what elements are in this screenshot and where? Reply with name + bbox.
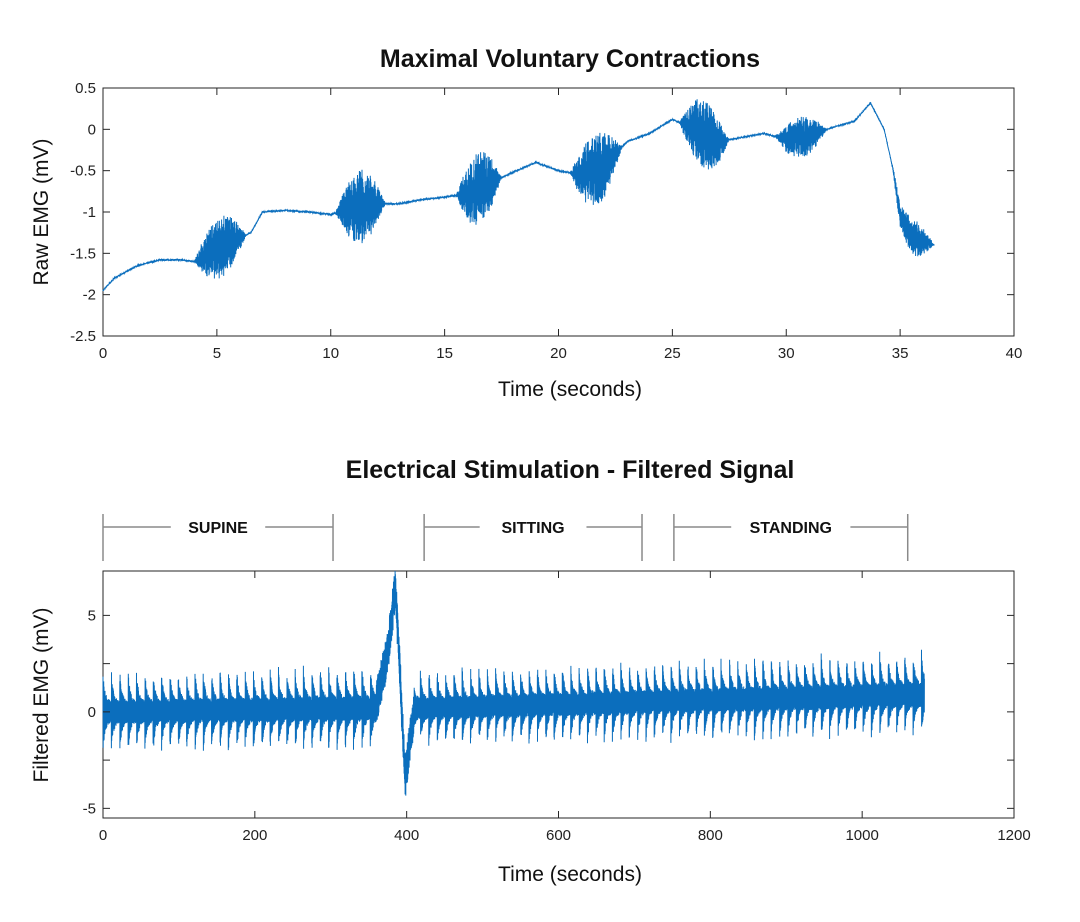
stim-y-tick-label: -5 <box>83 800 96 817</box>
stim-x-tick-label: 200 <box>242 827 267 844</box>
stim-x-tick-label: 1000 <box>845 827 878 844</box>
chart-mvc: Maximal Voluntary Contractions 0 5 10 15 20 2… <box>30 45 1022 401</box>
mvc-x-tick-label: 30 <box>778 345 795 362</box>
phase-label: STANDING <box>750 520 832 537</box>
x-axis-label-mvc: Time (seconds) <box>498 378 642 401</box>
y-axis-label-mvc: Raw EMG (mV) <box>30 139 53 286</box>
mvc-x-tick-label: 0 <box>99 345 107 362</box>
signal-line-mvc <box>102 99 935 292</box>
stim-x-tick-label: 800 <box>698 827 723 844</box>
mvc-y-tick-label: -2 <box>83 287 96 304</box>
mvc-x-tick-label: 40 <box>1006 345 1023 362</box>
plot-area-mvc <box>102 87 1015 337</box>
phase-label: SITTING <box>502 520 565 537</box>
x-tick-labels-mvc: 0 5 10 15 20 25 30 35 40 <box>99 345 1023 362</box>
mvc-x-tick-label: 10 <box>322 345 339 362</box>
signal-line-stim <box>102 570 925 796</box>
mvc-x-tick-label: 15 <box>436 345 453 362</box>
mvc-x-tick-label: 5 <box>213 345 221 362</box>
stim-x-tick-label: 1200 <box>997 827 1030 844</box>
phase-bracket-sitting: SITTING <box>423 514 643 561</box>
stim-x-tick-label: 0 <box>99 827 107 844</box>
mvc-x-tick-label: 35 <box>892 345 909 362</box>
tick-marks-mvc <box>102 87 1015 337</box>
y-axis-label-stim: Filtered EMG (mV) <box>30 607 53 782</box>
chart-title-stim: Electrical Stimulation - Filtered Signal <box>346 456 795 484</box>
phase-bracket-standing: STANDING <box>673 514 909 561</box>
x-tick-labels-stim: 0 200 400 600 800 1000 1200 <box>99 827 1031 844</box>
y-tick-labels-mvc: 0.5 0 -0.5 -1 -1.5 -2 -2.5 <box>70 80 96 345</box>
y-tick-labels-stim: 5 0 -5 <box>83 607 96 817</box>
mvc-y-tick-label: 0.5 <box>75 80 96 97</box>
mvc-y-tick-label: -0.5 <box>70 163 96 180</box>
x-axis-label-stim: Time (seconds) <box>498 863 642 886</box>
phase-bracket-supine: SUPINE <box>102 514 334 561</box>
mvc-y-tick-label: -2.5 <box>70 328 96 345</box>
tick-marks-stim <box>102 571 1015 818</box>
phase-label: SUPINE <box>188 520 248 537</box>
chart-stim: Electrical Stimulation - Filtered Signal… <box>30 456 1031 886</box>
mvc-y-tick-label: 0 <box>88 121 96 138</box>
stim-x-tick-label: 600 <box>546 827 571 844</box>
mvc-x-tick-label: 25 <box>664 345 681 362</box>
phase-brackets: SUPINE SITTING STANDING <box>102 514 909 561</box>
stim-x-tick-label: 400 <box>394 827 419 844</box>
mvc-y-tick-label: -1 <box>83 204 96 221</box>
mvc-x-tick-label: 20 <box>550 345 567 362</box>
stim-y-tick-label: 0 <box>88 704 96 721</box>
chart-title-mvc: Maximal Voluntary Contractions <box>380 45 760 73</box>
mvc-y-tick-label: -1.5 <box>70 245 96 262</box>
stim-y-tick-label: 5 <box>88 607 96 624</box>
